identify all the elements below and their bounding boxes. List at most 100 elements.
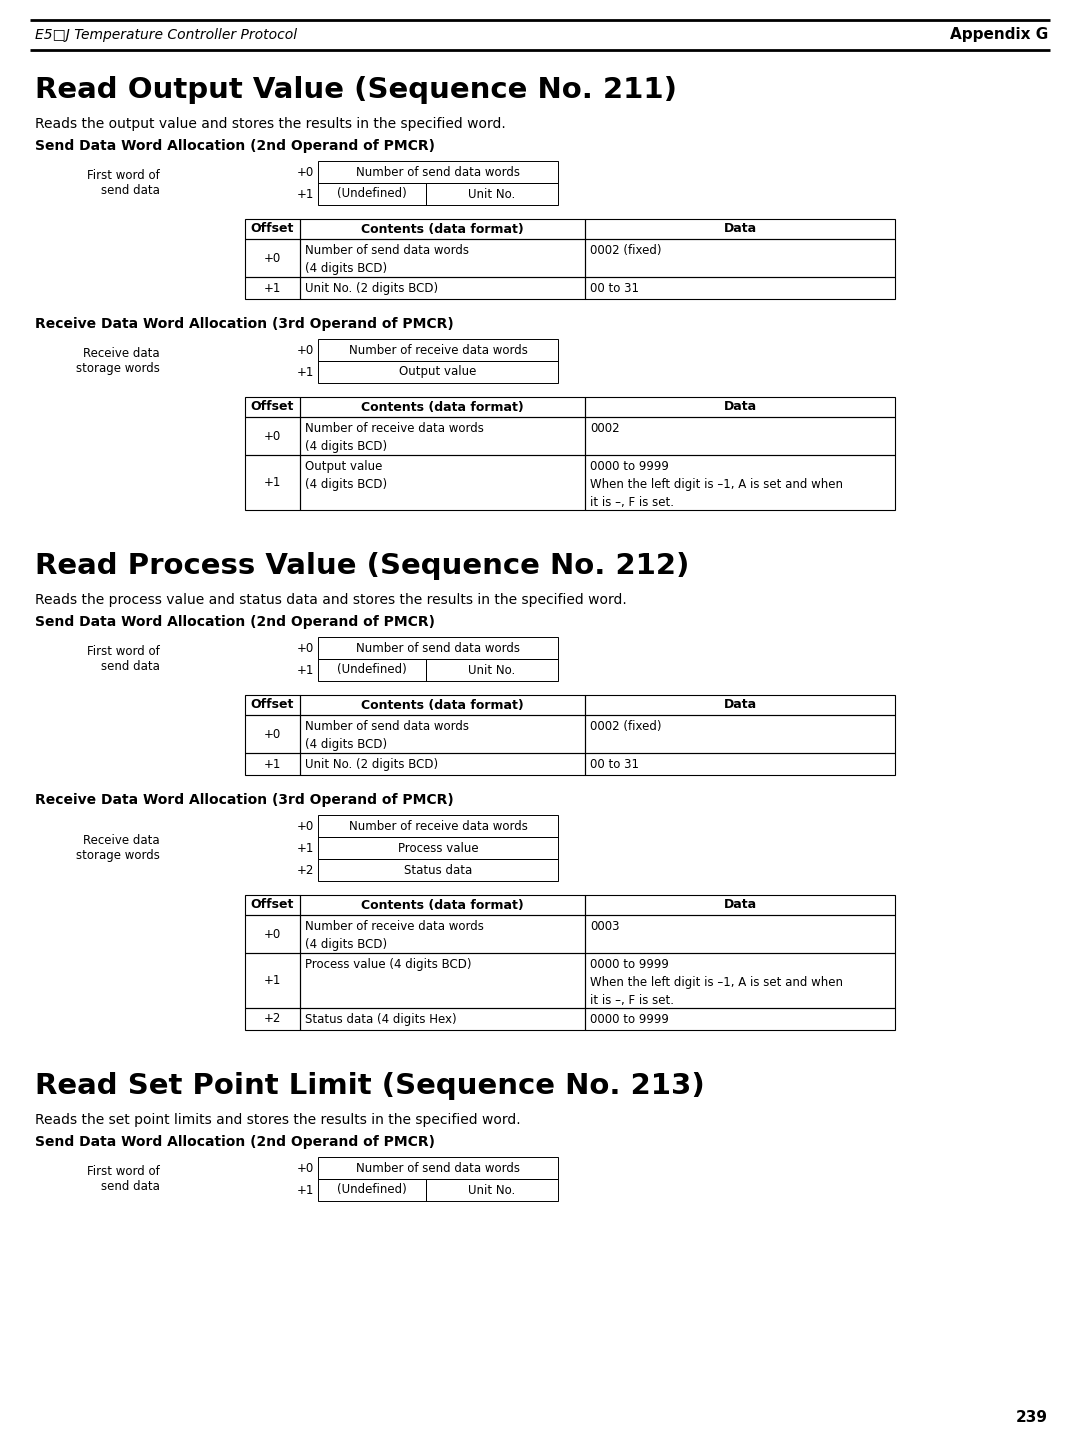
Text: Contents (data format): Contents (data format) — [361, 898, 524, 911]
Text: First word of
send data: First word of send data — [87, 169, 160, 197]
Text: +0: +0 — [297, 641, 314, 654]
Text: Read Output Value (Sequence No. 211): Read Output Value (Sequence No. 211) — [35, 76, 677, 103]
Text: +2: +2 — [297, 864, 314, 877]
Text: +0: +0 — [297, 343, 314, 356]
Bar — [585, 715, 895, 753]
Text: +0: +0 — [264, 728, 281, 740]
Bar — [245, 240, 300, 277]
Bar — [318, 339, 558, 362]
Text: Offset: Offset — [251, 699, 294, 712]
Text: 0003: 0003 — [590, 920, 620, 933]
Text: Reads the set point limits and stores the results in the specified word.: Reads the set point limits and stores th… — [35, 1114, 521, 1126]
Text: Data: Data — [724, 699, 757, 712]
Text: Output value
(4 digits BCD): Output value (4 digits BCD) — [305, 461, 387, 491]
Bar — [245, 715, 300, 753]
Bar — [245, 953, 300, 1007]
Text: Status data (4 digits Hex): Status data (4 digits Hex) — [305, 1013, 457, 1026]
Text: (Undefined): (Undefined) — [337, 1184, 407, 1197]
Text: 0000 to 9999
When the left digit is –1, A is set and when
it is –, F is set.: 0000 to 9999 When the left digit is –1, … — [590, 959, 843, 1007]
Bar — [300, 895, 585, 916]
Bar — [300, 715, 585, 753]
Text: +0: +0 — [264, 927, 281, 940]
Text: Receive Data Word Allocation (3rd Operand of PMCR): Receive Data Word Allocation (3rd Operan… — [35, 794, 454, 806]
Text: First word of
send data: First word of send data — [87, 644, 160, 673]
Bar — [585, 753, 895, 775]
Text: 0002 (fixed): 0002 (fixed) — [590, 244, 661, 257]
Bar — [245, 418, 300, 455]
Text: +1: +1 — [297, 366, 314, 379]
Text: Process value (4 digits BCD): Process value (4 digits BCD) — [305, 959, 472, 971]
Text: +1: +1 — [297, 663, 314, 676]
Text: Unit No.: Unit No. — [469, 1184, 515, 1197]
Bar — [585, 895, 895, 916]
Bar — [585, 397, 895, 418]
Text: Number of receive data words: Number of receive data words — [349, 819, 527, 832]
Text: Number of receive data words: Number of receive data words — [349, 343, 527, 356]
Bar — [300, 418, 585, 455]
Text: +0: +0 — [297, 819, 314, 832]
Bar — [585, 240, 895, 277]
Bar — [585, 1007, 895, 1030]
Text: Reads the output value and stores the results in the specified word.: Reads the output value and stores the re… — [35, 118, 505, 131]
Bar — [318, 837, 558, 860]
Bar — [300, 753, 585, 775]
Text: 0002: 0002 — [590, 422, 620, 435]
Text: Number of receive data words
(4 digits BCD): Number of receive data words (4 digits B… — [305, 422, 484, 453]
Text: +0: +0 — [297, 165, 314, 178]
Text: Number of send data words
(4 digits BCD): Number of send data words (4 digits BCD) — [305, 244, 469, 276]
Text: Send Data Word Allocation (2nd Operand of PMCR): Send Data Word Allocation (2nd Operand o… — [35, 616, 435, 629]
Bar — [245, 895, 300, 916]
Text: Offset: Offset — [251, 898, 294, 911]
Text: Unit No. (2 digits BCD): Unit No. (2 digits BCD) — [305, 758, 438, 771]
Bar — [300, 240, 585, 277]
Bar — [585, 455, 895, 509]
Text: Offset: Offset — [251, 222, 294, 235]
Bar — [426, 184, 558, 205]
Text: Unit No. (2 digits BCD): Unit No. (2 digits BCD) — [305, 283, 438, 296]
Bar — [245, 1007, 300, 1030]
Bar — [300, 953, 585, 1007]
Text: (Undefined): (Undefined) — [337, 663, 407, 676]
Text: Receive data
storage words: Receive data storage words — [76, 834, 160, 862]
Text: Offset: Offset — [251, 400, 294, 413]
Text: 239: 239 — [1016, 1411, 1048, 1425]
Text: Number of send data words: Number of send data words — [356, 641, 519, 654]
Text: +1: +1 — [297, 1184, 314, 1197]
Text: Contents (data format): Contents (data format) — [361, 699, 524, 712]
Text: Read Set Point Limit (Sequence No. 213): Read Set Point Limit (Sequence No. 213) — [35, 1072, 705, 1101]
Text: +2: +2 — [264, 1013, 281, 1026]
Bar — [245, 455, 300, 509]
Bar — [318, 860, 558, 881]
Text: +1: +1 — [264, 758, 281, 771]
Text: Output value: Output value — [400, 366, 476, 379]
Bar — [585, 695, 895, 715]
Text: Number of receive data words
(4 digits BCD): Number of receive data words (4 digits B… — [305, 920, 484, 951]
Bar — [300, 277, 585, 298]
Text: 0000 to 9999
When the left digit is –1, A is set and when
it is –, F is set.: 0000 to 9999 When the left digit is –1, … — [590, 461, 843, 509]
Text: E5□J Temperature Controller Protocol: E5□J Temperature Controller Protocol — [35, 29, 297, 42]
Text: Appendix G: Appendix G — [949, 27, 1048, 43]
Bar — [318, 1157, 558, 1180]
Text: 0000 to 9999: 0000 to 9999 — [590, 1013, 669, 1026]
Bar — [318, 637, 558, 659]
Text: Data: Data — [724, 400, 757, 413]
Bar — [426, 1180, 558, 1201]
Bar — [300, 1007, 585, 1030]
Text: (Undefined): (Undefined) — [337, 188, 407, 201]
Text: +1: +1 — [297, 188, 314, 201]
Text: Reads the process value and status data and stores the results in the specified : Reads the process value and status data … — [35, 593, 626, 607]
Bar — [426, 659, 558, 682]
Text: Data: Data — [724, 222, 757, 235]
Text: +1: +1 — [264, 281, 281, 294]
Bar — [245, 220, 300, 240]
Text: Number of send data words: Number of send data words — [356, 1161, 519, 1174]
Text: +0: +0 — [297, 1161, 314, 1174]
Bar — [318, 815, 558, 837]
Text: +1: +1 — [264, 476, 281, 489]
Bar — [318, 659, 426, 682]
Bar — [318, 184, 426, 205]
Text: Read Process Value (Sequence No. 212): Read Process Value (Sequence No. 212) — [35, 552, 689, 580]
Bar — [245, 695, 300, 715]
Text: +1: +1 — [264, 974, 281, 987]
Bar — [318, 1180, 426, 1201]
